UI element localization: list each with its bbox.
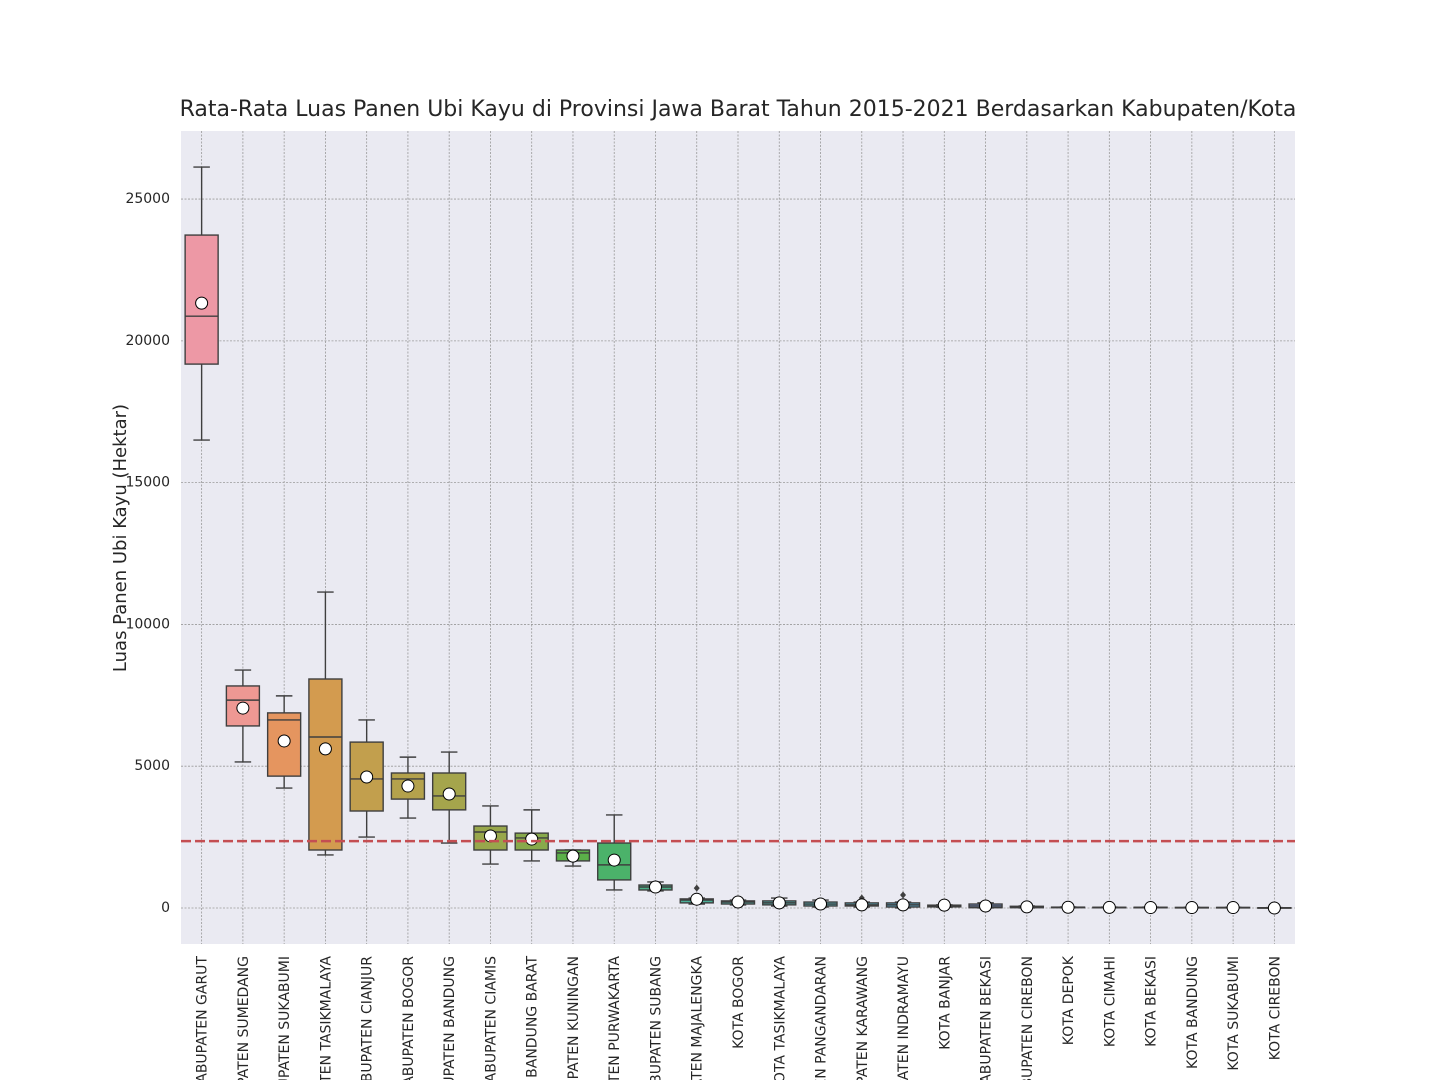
x-tick-label: KOTA BANJAR bbox=[937, 956, 953, 1050]
x-tick-label: KOTA TASIKMALAYA bbox=[772, 956, 788, 1080]
x-tick-label: KABUPATEN SUKABUMI bbox=[277, 956, 293, 1080]
x-tick-label: KABUPATEN MAJALENGKA bbox=[690, 956, 706, 1080]
mean-marker bbox=[772, 896, 786, 910]
mean-marker bbox=[1020, 900, 1034, 914]
x-tick-label: KABUPATEN BANDUNG BARAT bbox=[525, 956, 541, 1080]
x-tick-label: KOTA BOGOR bbox=[731, 956, 747, 1049]
mean-marker bbox=[648, 880, 662, 894]
mean-marker bbox=[814, 897, 828, 911]
mean-marker bbox=[896, 898, 910, 912]
x-tick-label: KOTA BANDUNG bbox=[1185, 956, 1201, 1069]
outlier bbox=[900, 891, 907, 899]
x-tick-label: KABUPATEN SUMEDANG bbox=[236, 956, 252, 1080]
box bbox=[184, 234, 219, 365]
x-tick-label: KABUPATEN PURWAKARTA bbox=[607, 956, 623, 1080]
x-tick-label: KOTA SUKABUMI bbox=[1226, 956, 1242, 1071]
mean-marker bbox=[277, 734, 291, 748]
mean-marker bbox=[855, 898, 869, 912]
mean-marker bbox=[525, 832, 539, 846]
mean-marker bbox=[731, 895, 745, 909]
mean-marker bbox=[937, 898, 951, 912]
mean-marker bbox=[1226, 901, 1240, 915]
y-tick-label: 20000 bbox=[125, 333, 170, 349]
x-tick-label: KABUPATEN KUNINGAN bbox=[566, 956, 582, 1080]
x-tick-label: KOTA CIREBON bbox=[1267, 956, 1283, 1060]
x-tick-label: KABUPATEN BANDUNG bbox=[442, 956, 458, 1080]
y-tick-label: 10000 bbox=[125, 616, 170, 632]
mean-marker bbox=[566, 849, 580, 863]
mean-marker bbox=[1267, 901, 1281, 915]
y-tick-label: 5000 bbox=[134, 758, 170, 774]
mean-marker bbox=[1144, 901, 1158, 915]
x-tick-label: KABUPATEN TASIKMALAYA bbox=[318, 956, 334, 1080]
mean-marker bbox=[401, 779, 415, 793]
mean-marker bbox=[1185, 901, 1199, 915]
x-tick-label: KABUPATEN CIREBON bbox=[1020, 956, 1036, 1080]
x-tick-label: KABUPATEN CIAMIS bbox=[483, 956, 499, 1080]
x-tick-label: KABUPATEN BOGOR bbox=[401, 956, 417, 1080]
outlier bbox=[693, 884, 700, 892]
x-tick-label: KABUPATEN GARUT bbox=[195, 956, 211, 1080]
mean-marker bbox=[979, 899, 993, 913]
mean-marker bbox=[442, 787, 456, 801]
y-tick-label: 0 bbox=[161, 900, 170, 916]
mean-marker bbox=[607, 853, 621, 867]
x-tick-label: KABUPATEN BEKASI bbox=[979, 956, 995, 1080]
box bbox=[308, 678, 343, 851]
x-tick-label: KOTA DEPOK bbox=[1061, 955, 1077, 1045]
mean-marker bbox=[195, 296, 209, 310]
y-tick-label: 15000 bbox=[125, 475, 170, 491]
x-tick-label: KOTA CIMAHI bbox=[1102, 956, 1118, 1047]
x-tick-label: KABUPATEN CIANJUR bbox=[360, 956, 376, 1080]
x-tick-label: KOTA BEKASI bbox=[1144, 956, 1160, 1047]
y-tick-label: 25000 bbox=[125, 191, 170, 207]
mean-marker bbox=[360, 770, 374, 784]
mean-marker bbox=[1102, 900, 1116, 914]
x-tick-label: KABUPATEN SUBANG bbox=[648, 956, 664, 1080]
x-tick-label: KABUPATEN PANGANDARAN bbox=[814, 956, 830, 1080]
y-axis-label: Luas Panen Ubi Kayu (Hektar) bbox=[110, 404, 131, 672]
mean-marker bbox=[690, 892, 704, 906]
x-tick-label: KABUPATEN KARAWANG bbox=[855, 956, 871, 1080]
mean-marker bbox=[236, 701, 250, 715]
chart-title: Rata-Rata Luas Panen Ubi Kayu di Provins… bbox=[180, 97, 1297, 122]
x-tick-label: KABUPATEN INDRAMAYU bbox=[896, 956, 912, 1080]
mean-marker bbox=[1061, 900, 1075, 914]
mean-marker bbox=[318, 742, 332, 756]
